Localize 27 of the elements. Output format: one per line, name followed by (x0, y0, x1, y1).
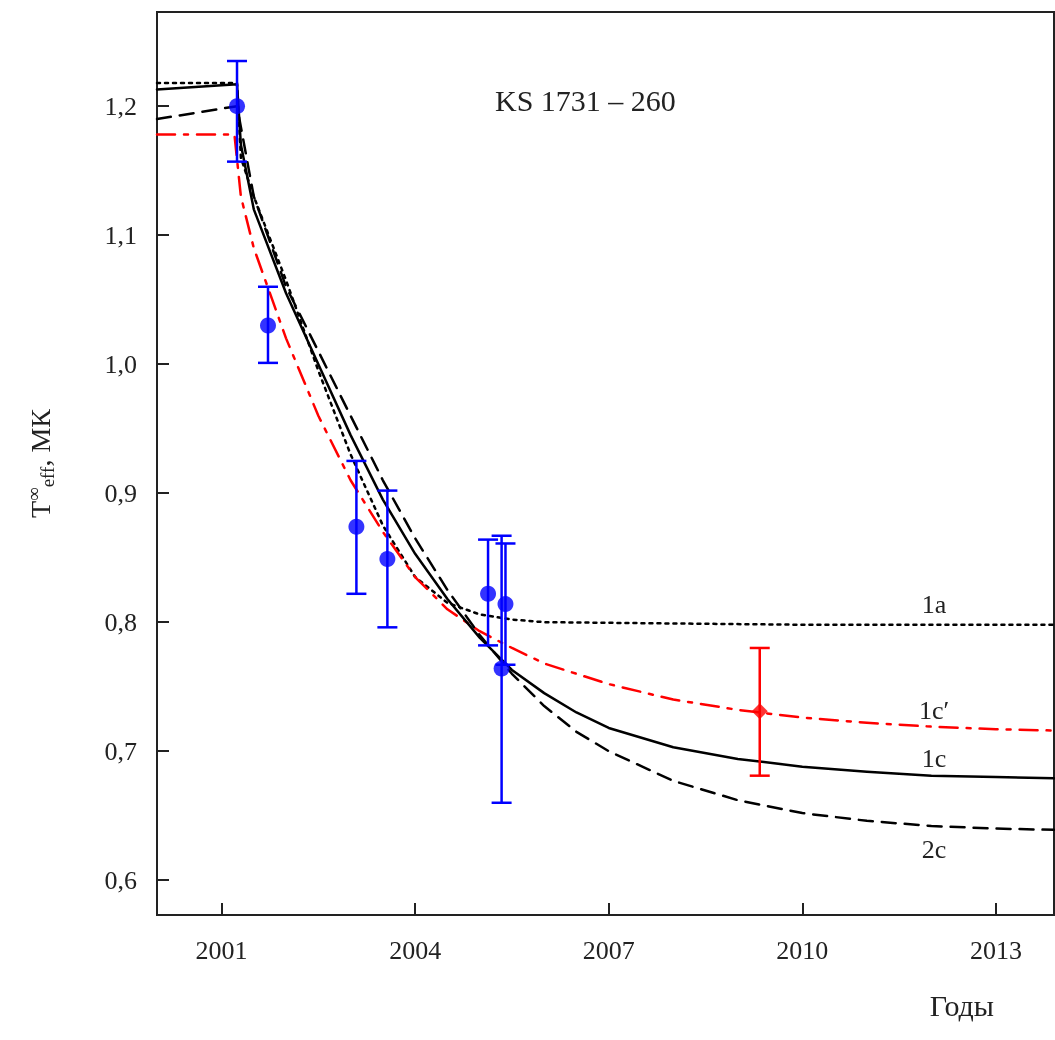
y-tick-label: 1,1 (104, 220, 137, 250)
y-tick-label: 0,9 (104, 478, 137, 508)
x-tick-label: 2013 (969, 935, 1022, 965)
point (229, 98, 246, 115)
x-axis-title: Годы (929, 988, 994, 1022)
y-tick-label: 0,6 (104, 865, 137, 895)
point (260, 317, 276, 334)
point (751, 703, 768, 720)
point (497, 596, 514, 613)
y-tick-label: 1,0 (104, 349, 137, 379)
point (493, 660, 510, 677)
point (348, 518, 365, 535)
series-label: 2c (921, 835, 947, 865)
point (480, 585, 497, 602)
y-axis-title: T∞eff, МК (23, 408, 58, 518)
x-tick-label: 2001 (195, 935, 248, 965)
x-tick-label: 2004 (389, 935, 442, 965)
y-tick-label: 1,2 (104, 91, 137, 121)
series-label: 1a (921, 590, 947, 620)
series-label: 1c′ (918, 696, 950, 726)
point (379, 550, 396, 567)
x-tick-label: 2007 (582, 935, 635, 965)
y-tick-label: 0,7 (104, 736, 137, 766)
x-tick-label: 2010 (776, 935, 829, 965)
text: KS 1731 – 260 (495, 83, 676, 117)
y-tick-label: 0,8 (104, 607, 137, 637)
series-label: 1c (921, 743, 947, 773)
